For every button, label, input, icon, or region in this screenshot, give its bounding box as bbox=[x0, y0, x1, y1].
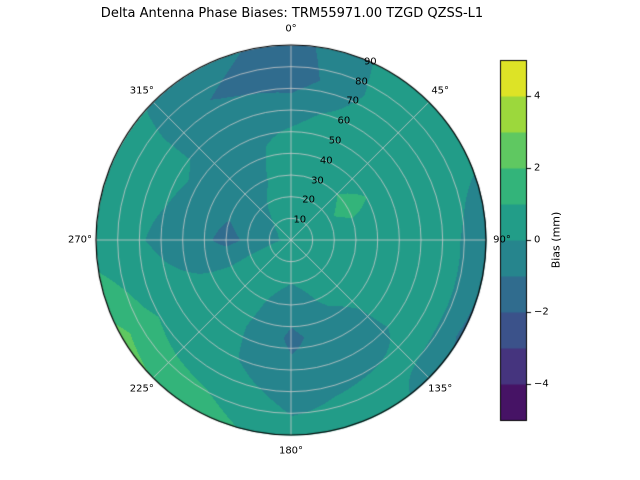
radial-tick-label: 70 bbox=[346, 95, 360, 107]
colorbar-tick-label: 2 bbox=[534, 162, 541, 174]
colorbar-axis-label: Bias (mm) bbox=[549, 211, 563, 269]
radial-tick-label: 10 bbox=[293, 214, 307, 226]
colorbar-tick-label: −2 bbox=[534, 306, 549, 318]
azimuth-tick-label: 135° bbox=[428, 383, 453, 395]
azimuth-tick-label: 225° bbox=[129, 383, 154, 395]
azimuth-tick-label: 270° bbox=[67, 234, 93, 246]
radial-tick-label: 50 bbox=[328, 135, 342, 147]
radial-tick-label: 80 bbox=[355, 76, 368, 88]
azimuth-tick-label: 45° bbox=[431, 85, 450, 97]
radial-tick-label: 30 bbox=[311, 175, 324, 187]
chart-title: Delta Antenna Phase Biases: TRM55971.00 … bbox=[100, 6, 484, 21]
radial-tick-label: 60 bbox=[337, 115, 351, 127]
colorbar-tick-label: 0 bbox=[534, 234, 541, 246]
radial-tick-label: 20 bbox=[302, 194, 315, 206]
radial-tick-label: 40 bbox=[319, 155, 333, 167]
azimuth-tick-label: 315° bbox=[129, 85, 154, 97]
colorbar-tick-label: −4 bbox=[534, 378, 549, 390]
radial-tick-label: 90 bbox=[363, 56, 377, 68]
azimuth-tick-label: 0° bbox=[285, 23, 297, 35]
azimuth-tick-label: 180° bbox=[278, 445, 304, 457]
azimuth-tick-label: 90° bbox=[493, 234, 511, 246]
colorbar-tick-label: 4 bbox=[534, 90, 541, 102]
